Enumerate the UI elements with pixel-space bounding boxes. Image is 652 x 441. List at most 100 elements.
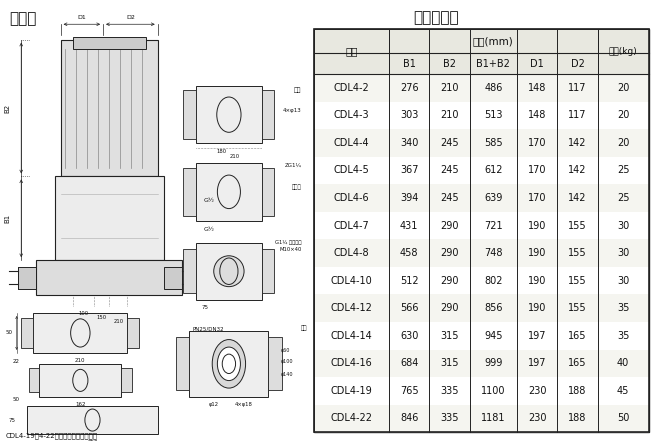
Text: φ100: φ100 [280,359,293,364]
Text: 765: 765 [400,386,419,396]
Text: CDL4-22: CDL4-22 [331,413,372,423]
Text: 684: 684 [400,359,419,368]
Bar [314,29,389,74]
Text: 50: 50 [5,330,12,336]
Text: 290: 290 [440,248,459,258]
Text: φ140: φ140 [280,372,293,377]
Bar [37,260,182,295]
Text: 尺寸和重量: 尺寸和重量 [413,10,458,25]
Text: 210: 210 [75,358,85,363]
Bar [33,313,127,353]
Text: G½: G½ [203,198,214,203]
Text: 276: 276 [400,83,419,93]
Bar [314,129,649,157]
Text: D1: D1 [530,59,544,68]
Text: G½: G½ [203,227,214,232]
Text: 340: 340 [400,138,419,148]
Text: 20: 20 [617,83,629,93]
Text: 315: 315 [440,331,459,341]
Text: CDL4-19！4-22无椰圆法兰型管路联接: CDL4-19！4-22无椰圆法兰型管路联接 [6,432,98,439]
Text: 210: 210 [440,110,459,120]
Text: 210: 210 [440,83,459,93]
Text: 335: 335 [440,413,459,423]
Text: φ12: φ12 [209,402,219,407]
Bar [314,29,649,53]
Text: 999: 999 [484,359,503,368]
Text: 431: 431 [400,220,419,231]
Text: 721: 721 [484,220,503,231]
Text: 142: 142 [569,165,587,176]
Bar [314,239,649,267]
Bar [598,29,649,74]
Text: 型号: 型号 [345,46,357,56]
Bar [314,101,649,129]
Text: 1100: 1100 [481,386,505,396]
Text: 20: 20 [617,110,629,120]
Text: 856: 856 [484,303,503,313]
Text: 25: 25 [617,165,629,176]
Text: 367: 367 [400,165,419,176]
Bar [314,405,649,432]
Text: 35: 35 [617,303,629,313]
Text: 155: 155 [568,303,587,313]
Text: 245: 245 [440,165,459,176]
Text: 512: 512 [400,276,419,286]
Text: 162: 162 [75,402,85,407]
Bar [121,368,132,392]
Text: 安装图: 安装图 [9,11,37,26]
Bar [196,243,262,300]
Text: 230: 230 [528,386,546,396]
Text: 210: 210 [113,319,123,325]
Text: 846: 846 [400,413,419,423]
Text: 117: 117 [569,83,587,93]
Bar [183,90,196,139]
Bar [262,249,274,293]
Text: CDL4-12: CDL4-12 [331,303,372,313]
Text: 50: 50 [12,396,20,402]
Text: 188: 188 [569,386,587,396]
Text: 748: 748 [484,248,503,258]
Text: 190: 190 [528,303,546,313]
Bar [22,318,33,348]
Text: 802: 802 [484,276,503,286]
Bar [389,29,598,53]
Text: CDL4-10: CDL4-10 [331,276,372,286]
Bar [127,318,140,348]
Text: CDL4-16: CDL4-16 [331,359,372,368]
Text: 100: 100 [78,310,89,316]
Bar [196,163,262,220]
Text: 尺寸(mm): 尺寸(mm) [473,36,514,46]
Bar [183,249,196,293]
Text: 75: 75 [8,418,15,422]
Bar [314,157,649,184]
Text: 30: 30 [617,220,629,231]
Text: CDL4-3: CDL4-3 [334,110,369,120]
Text: 210: 210 [230,154,240,159]
Text: 150: 150 [96,315,107,320]
Text: D2: D2 [570,59,584,68]
Bar [314,295,649,322]
Text: 170: 170 [528,138,546,148]
Text: 1181: 1181 [481,413,505,423]
Bar [176,337,190,390]
Text: 486: 486 [484,83,503,93]
Text: CDL4-5: CDL4-5 [333,165,369,176]
Text: 40: 40 [617,359,629,368]
Text: 197: 197 [528,331,546,341]
Text: 25: 25 [617,193,629,203]
Text: 165: 165 [569,359,587,368]
Text: 35: 35 [617,331,629,341]
Text: 170: 170 [528,193,546,203]
Bar [73,37,145,49]
Text: 142: 142 [569,193,587,203]
Text: 170: 170 [528,165,546,176]
Text: B1+B2: B1+B2 [477,59,511,68]
Text: 148: 148 [528,83,546,93]
Text: 管螺纹: 管螺纹 [292,185,302,190]
Text: 117: 117 [569,110,587,120]
Text: 重量(kg): 重量(kg) [609,47,638,56]
Text: 335: 335 [440,386,459,396]
Text: 30: 30 [617,248,629,258]
Text: 639: 639 [484,193,503,203]
Bar [190,331,269,397]
